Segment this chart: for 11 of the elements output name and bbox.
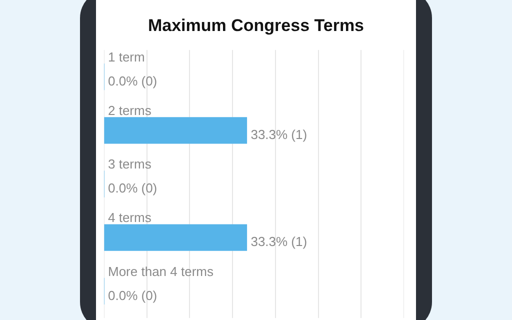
data-label: 33.3% (1): [250, 126, 308, 142]
y-tick-label: 1 term: [108, 49, 145, 64]
chart-title: Maximum Congress Terms: [146, 16, 366, 36]
data-label: 0.0% (0): [108, 73, 158, 88]
y-tick-label: 3 terms: [108, 156, 152, 172]
data-label: 0.0% (0): [108, 180, 158, 196]
y-tick-label: 4 terms: [108, 210, 152, 226]
data-label: 0.0% (0): [108, 288, 158, 303]
y-tick-label: More than 4 terms: [108, 264, 214, 279]
data-label: 33.3% (1): [250, 234, 308, 250]
y-tick-label: 2 terms: [108, 102, 152, 118]
